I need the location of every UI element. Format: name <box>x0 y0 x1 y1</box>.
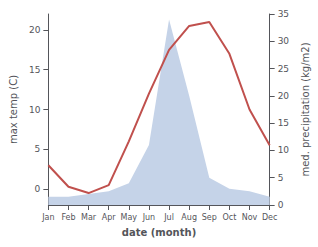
svg-text:Mar: Mar <box>81 213 97 222</box>
svg-text:Oct: Oct <box>222 213 236 222</box>
svg-text:Dec: Dec <box>262 213 277 222</box>
svg-text:Jan: Jan <box>41 213 54 222</box>
svg-text:med. precipitation (kg/m2): med. precipitation (kg/m2) <box>300 42 311 176</box>
svg-text:Jun: Jun <box>142 213 156 222</box>
svg-text:Jul: Jul <box>163 213 174 222</box>
svg-text:5: 5 <box>278 173 284 183</box>
svg-text:10: 10 <box>29 105 41 115</box>
svg-text:25: 25 <box>278 64 289 74</box>
svg-text:May: May <box>121 213 138 222</box>
svg-text:Apr: Apr <box>102 213 117 222</box>
svg-text:max temp (C): max temp (C) <box>8 75 19 144</box>
svg-text:Feb: Feb <box>61 213 75 222</box>
svg-text:Nov: Nov <box>242 213 258 222</box>
svg-text:10: 10 <box>278 145 290 155</box>
svg-text:Aug: Aug <box>181 213 197 222</box>
svg-text:0: 0 <box>35 184 41 194</box>
svg-text:15: 15 <box>29 65 40 75</box>
svg-text:5: 5 <box>35 144 41 154</box>
svg-text:date (month): date (month) <box>122 227 196 238</box>
svg-text:35: 35 <box>278 9 289 19</box>
svg-text:20: 20 <box>278 91 290 101</box>
svg-text:Sep: Sep <box>202 213 217 222</box>
svg-text:0: 0 <box>278 200 284 210</box>
svg-text:20: 20 <box>29 25 41 35</box>
svg-text:30: 30 <box>278 36 290 46</box>
svg-text:15: 15 <box>278 118 289 128</box>
